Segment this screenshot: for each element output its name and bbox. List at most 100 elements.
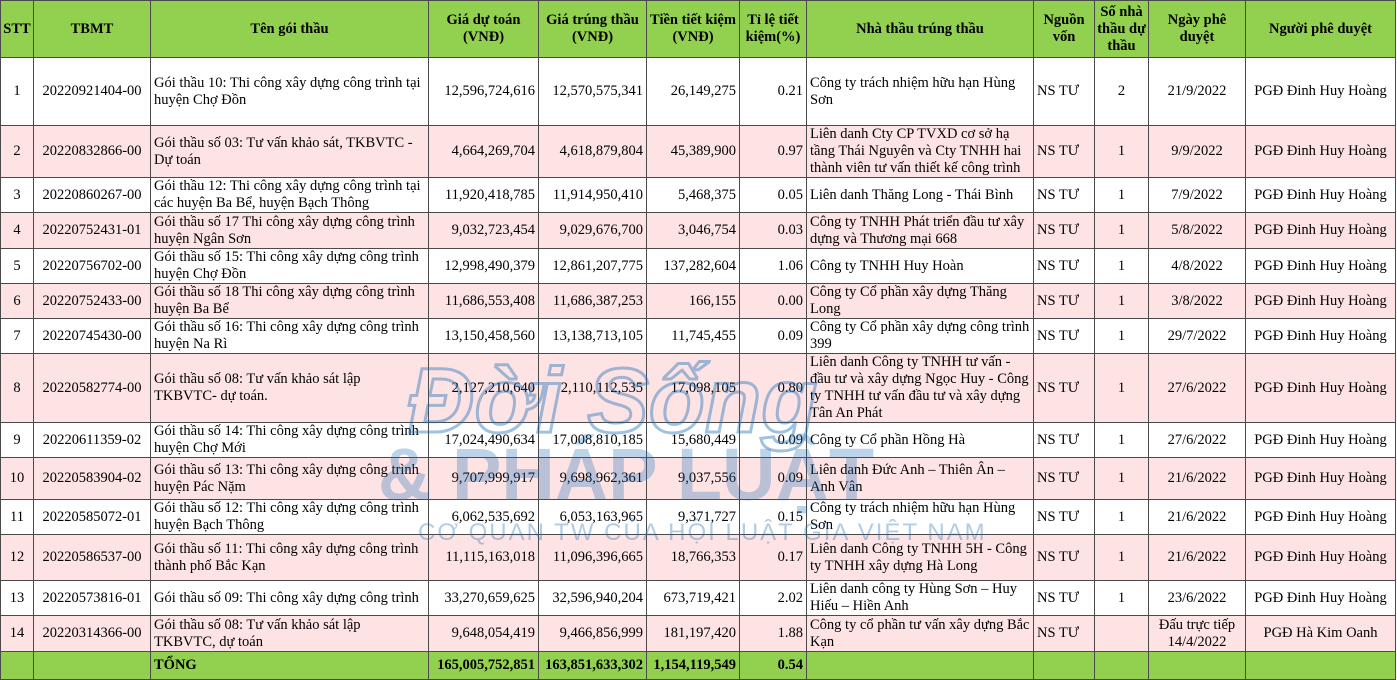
row-approval-date: 27/6/2022: [1148, 422, 1246, 458]
row-stt: 7: [0, 318, 34, 354]
row-stt: 10: [0, 457, 34, 500]
row-estimated-price: 11,920,418,785: [428, 177, 539, 213]
row-approver: PGĐ Đinh Huy Hoàng: [1245, 499, 1396, 535]
header-savings: Tiền tiết kiệm (VNĐ): [646, 0, 740, 58]
row-savings: 26,149,275: [646, 57, 740, 126]
row-package-name: Gói thầu 12: Thi công xây dựng công trìn…: [150, 177, 429, 213]
row-winning-contractor: Công ty Cổ phần xây dựng công trình 399: [806, 318, 1034, 354]
row-savings-rate: 0.05: [739, 177, 807, 213]
header-bidder-count: Số nhà thầu dự thầu: [1094, 0, 1149, 58]
row-winning-price: 32,596,940,204: [538, 580, 647, 616]
header-savings-rate: Tỉ lệ tiết kiệm(%): [739, 0, 807, 58]
row-savings: 45,389,900: [646, 125, 740, 178]
row-estimated-price: 11,115,163,018: [428, 534, 539, 581]
header-approval-date: Ngày phê duyệt: [1148, 0, 1246, 58]
row-funding-source: NS TƯ: [1033, 499, 1095, 535]
row-bidder-count: 1: [1094, 125, 1149, 178]
header-approver: Người phê duyệt: [1245, 0, 1396, 58]
table-row: 7 20220745430-00 Gói thầu số 16: Thi công …: [0, 318, 1396, 354]
row-approval-date: Đấu trực tiếp 14/4/2022: [1148, 615, 1246, 652]
row-approver: PGĐ Đinh Huy Hoàng: [1245, 534, 1396, 581]
row-winning-price: 6,053,163,965: [538, 499, 647, 535]
row-approval-date: 27/6/2022: [1148, 353, 1246, 423]
row-savings: 9,037,556: [646, 457, 740, 500]
row-stt: 1: [0, 57, 34, 126]
row-bidder-count: 1: [1094, 177, 1149, 213]
row-winning-contractor: Công ty trách nhiệm hữu hạn Hùng Sơn: [806, 499, 1034, 535]
row-funding-source: NS TƯ: [1033, 615, 1095, 652]
table-row: 2 20220832866-00 Gói thầu số 03: Tư vấn kh…: [0, 125, 1396, 178]
row-winning-contractor: Công ty Cổ phần xây dựng Thăng Long: [806, 283, 1034, 319]
row-savings: 15,680,449: [646, 422, 740, 458]
row-savings-rate: 0.09: [739, 318, 807, 354]
row-approval-date: 21/9/2022: [1148, 57, 1246, 126]
row-package-name: Gói thầu số 17 Thi công xây dựng công tr…: [150, 212, 429, 249]
row-bidder-count: 1: [1094, 457, 1149, 500]
row-tbmt: 20220752433-00: [33, 283, 151, 319]
row-savings-rate: 0.00: [739, 283, 807, 319]
table-body: 1 20220921404-00 Gói thầu 10: Thi công xây…: [0, 57, 1396, 652]
row-tbmt: 20220745430-00: [33, 318, 151, 354]
row-approval-date: 21/6/2022: [1148, 457, 1246, 500]
total-source-cell: [1033, 651, 1095, 680]
row-winning-price: 4,618,879,804: [538, 125, 647, 178]
row-approver: PGĐ Đinh Huy Hoàng: [1245, 353, 1396, 423]
row-winning-contractor: Công ty cổ phần tư vấn xây dựng Bắc Kạn: [806, 615, 1034, 652]
row-estimated-price: 6,062,535,692: [428, 499, 539, 535]
row-approver: PGĐ Đinh Huy Hoàng: [1245, 248, 1396, 284]
row-approver: PGĐ Đinh Huy Hoàng: [1245, 422, 1396, 458]
row-package-name: Gói thầu số 11: Thi công xây dựng công t…: [150, 534, 429, 581]
row-estimated-price: 12,596,724,616: [428, 57, 539, 126]
row-winning-contractor: Công ty Cổ phần Hồng Hà: [806, 422, 1034, 458]
row-approver: PGĐ Đinh Huy Hoàng: [1245, 212, 1396, 249]
row-stt: 14: [0, 615, 34, 652]
row-savings: 18,766,353: [646, 534, 740, 581]
table-row: 1 20220921404-00 Gói thầu 10: Thi công xây…: [0, 57, 1396, 126]
row-approval-date: 9/9/2022: [1148, 125, 1246, 178]
row-bidder-count: 1: [1094, 353, 1149, 423]
row-savings-rate: 0.09: [739, 422, 807, 458]
row-bidder-count: 1: [1094, 212, 1149, 249]
table-row: 3 20220860267-00 Gói thầu 12: Thi công xây…: [0, 177, 1396, 213]
row-package-name: Gói thầu số 08: Tư vấn khảo sát lập TKBV…: [150, 353, 429, 423]
row-funding-source: NS TƯ: [1033, 353, 1095, 423]
row-tbmt: 20220921404-00: [33, 57, 151, 126]
row-approver: PGĐ Đinh Huy Hoàng: [1245, 177, 1396, 213]
header-tbmt: TBMT: [33, 0, 151, 58]
row-estimated-price: 9,648,054,419: [428, 615, 539, 652]
total-approver-cell: [1245, 651, 1396, 680]
row-bidder-count: 1: [1094, 499, 1149, 535]
total-winning-price: 163,851,633,302: [538, 651, 647, 680]
row-winning-price: 9,029,676,700: [538, 212, 647, 249]
total-tbmt-cell: [33, 651, 151, 680]
header-package-name: Tên gói thầu: [150, 0, 429, 58]
row-funding-source: NS TƯ: [1033, 422, 1095, 458]
row-stt: 11: [0, 499, 34, 535]
row-savings: 673,719,421: [646, 580, 740, 616]
row-funding-source: NS TƯ: [1033, 57, 1095, 126]
row-savings-rate: 2.02: [739, 580, 807, 616]
row-approver: PGĐ Đinh Huy Hoàng: [1245, 125, 1396, 178]
row-savings-rate: 0.80: [739, 353, 807, 423]
row-winning-contractor: Công ty trách nhiệm hữu hạn Hùng Sơn: [806, 57, 1034, 126]
header-stt: STT: [0, 0, 34, 58]
row-funding-source: NS TƯ: [1033, 177, 1095, 213]
table-row: 4 20220752431-01 Gói thầu số 17 Thi công x…: [0, 212, 1396, 249]
row-package-name: Gói thầu số 14: Thi công xây dựng công t…: [150, 422, 429, 458]
row-estimated-price: 9,032,723,454: [428, 212, 539, 249]
row-approval-date: 21/6/2022: [1148, 499, 1246, 535]
row-funding-source: NS TƯ: [1033, 125, 1095, 178]
row-bidder-count: 1: [1094, 283, 1149, 319]
row-stt: 3: [0, 177, 34, 213]
row-approver: PGĐ Đinh Huy Hoàng: [1245, 57, 1396, 126]
table-row: 6 20220752433-00 Gói thầu số 18 Thi công x…: [0, 283, 1396, 319]
table-row: 14 20220314366-00 Gói thầu số 08: Tư vấn k…: [0, 615, 1396, 652]
row-tbmt: 20220582774-00: [33, 353, 151, 423]
row-bidder-count: 1: [1094, 248, 1149, 284]
row-approver: PGĐ Đinh Huy Hoàng: [1245, 457, 1396, 500]
total-savings-rate: 0.54: [739, 651, 807, 680]
row-approval-date: 4/8/2022: [1148, 248, 1246, 284]
row-funding-source: NS TƯ: [1033, 580, 1095, 616]
row-tbmt: 20220756702-00: [33, 248, 151, 284]
row-bidder-count: 2: [1094, 57, 1149, 126]
